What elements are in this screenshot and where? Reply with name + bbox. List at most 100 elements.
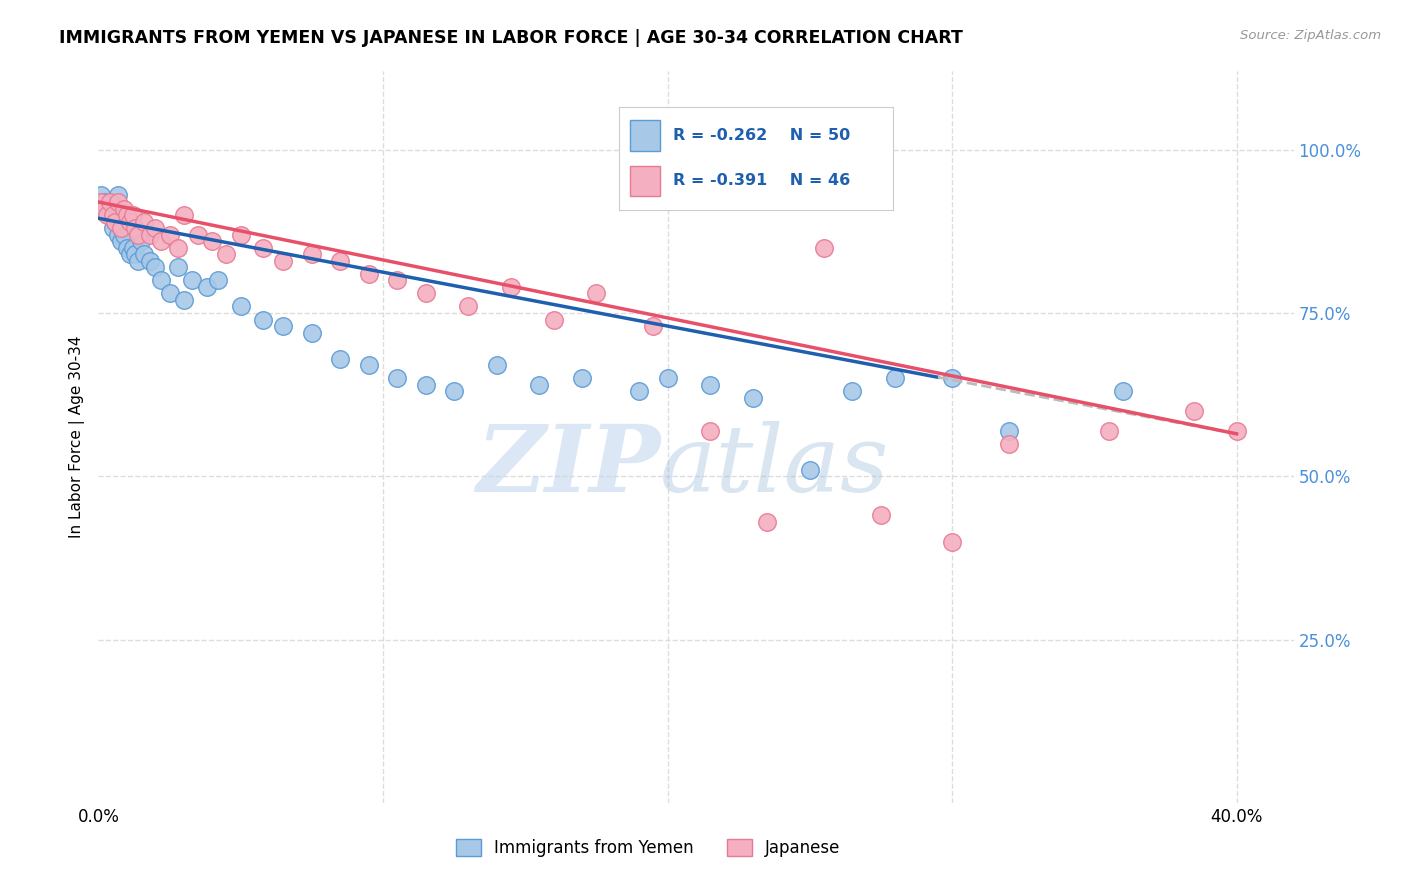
- Point: [273, 319, 295, 334]
- Point: [101, 221, 124, 235]
- Point: [181, 273, 204, 287]
- Point: [96, 208, 118, 222]
- Point: [329, 253, 352, 268]
- Point: [121, 241, 143, 255]
- Point: [799, 463, 821, 477]
- Point: [329, 351, 352, 366]
- Point: [385, 273, 409, 287]
- Point: [699, 424, 721, 438]
- Text: IMMIGRANTS FROM YEMEN VS JAPANESE IN LABOR FORCE | AGE 30-34 CORRELATION CHART: IMMIGRANTS FROM YEMEN VS JAPANESE IN LAB…: [59, 29, 963, 46]
- Point: [229, 227, 252, 242]
- Point: [138, 227, 160, 242]
- Text: atlas: atlas: [661, 421, 890, 511]
- Point: [107, 227, 129, 242]
- Point: [657, 371, 679, 385]
- Point: [998, 436, 1021, 450]
- Point: [252, 312, 274, 326]
- Point: [104, 214, 127, 228]
- Point: [98, 208, 121, 222]
- Point: [229, 300, 252, 314]
- Point: [1112, 384, 1135, 399]
- Point: [118, 247, 141, 261]
- Point: [499, 280, 522, 294]
- Point: [357, 358, 380, 372]
- Point: [90, 188, 112, 202]
- Point: [110, 234, 132, 248]
- Point: [132, 214, 155, 228]
- Point: [96, 202, 118, 216]
- Point: [457, 300, 479, 314]
- Point: [143, 221, 166, 235]
- Text: ZIP: ZIP: [475, 421, 661, 511]
- Point: [150, 234, 173, 248]
- Point: [485, 358, 508, 372]
- Point: [813, 241, 835, 255]
- Point: [132, 247, 155, 261]
- Point: [301, 326, 323, 340]
- Point: [129, 234, 152, 248]
- Point: [93, 202, 115, 216]
- Point: [167, 260, 190, 275]
- Point: [585, 286, 607, 301]
- Point: [101, 208, 124, 222]
- Point: [1182, 404, 1205, 418]
- Text: R = -0.262    N = 50: R = -0.262 N = 50: [673, 128, 851, 144]
- Point: [138, 253, 160, 268]
- Point: [187, 227, 209, 242]
- FancyBboxPatch shape: [630, 166, 659, 196]
- Point: [112, 227, 135, 242]
- Point: [98, 194, 121, 209]
- Point: [104, 214, 127, 228]
- Point: [529, 377, 551, 392]
- Point: [159, 286, 181, 301]
- Point: [124, 247, 146, 261]
- Point: [207, 273, 229, 287]
- Y-axis label: In Labor Force | Age 30-34: In Labor Force | Age 30-34: [69, 335, 84, 539]
- Point: [941, 371, 963, 385]
- Point: [1226, 424, 1249, 438]
- Point: [699, 377, 721, 392]
- Point: [884, 371, 907, 385]
- Point: [150, 273, 173, 287]
- Point: [167, 241, 190, 255]
- Point: [143, 260, 166, 275]
- Point: [941, 534, 963, 549]
- Point: [543, 312, 565, 326]
- Point: [357, 267, 380, 281]
- Text: Source: ZipAtlas.com: Source: ZipAtlas.com: [1240, 29, 1381, 42]
- Point: [870, 508, 893, 523]
- Point: [443, 384, 465, 399]
- Point: [107, 194, 129, 209]
- Point: [643, 319, 665, 334]
- Point: [173, 208, 195, 222]
- Point: [1097, 424, 1119, 438]
- Point: [127, 253, 149, 268]
- Point: [115, 208, 138, 222]
- FancyBboxPatch shape: [630, 120, 659, 151]
- Point: [110, 221, 132, 235]
- Point: [110, 221, 132, 235]
- Point: [273, 253, 295, 268]
- Text: R = -0.391    N = 46: R = -0.391 N = 46: [673, 173, 851, 188]
- Point: [841, 384, 863, 399]
- Point: [118, 214, 141, 228]
- Legend: Immigrants from Yemen, Japanese: Immigrants from Yemen, Japanese: [449, 832, 848, 864]
- Point: [998, 424, 1021, 438]
- Point: [215, 247, 238, 261]
- Point: [195, 280, 218, 294]
- Point: [756, 515, 779, 529]
- Point: [571, 371, 593, 385]
- Point: [385, 371, 409, 385]
- Point: [415, 377, 437, 392]
- Point: [415, 286, 437, 301]
- Point: [173, 293, 195, 307]
- Point: [101, 208, 124, 222]
- Point: [252, 241, 274, 255]
- Point: [741, 391, 763, 405]
- Point: [121, 208, 143, 222]
- Point: [93, 194, 115, 209]
- Point: [115, 241, 138, 255]
- Point: [124, 221, 146, 235]
- Point: [201, 234, 224, 248]
- Point: [107, 188, 129, 202]
